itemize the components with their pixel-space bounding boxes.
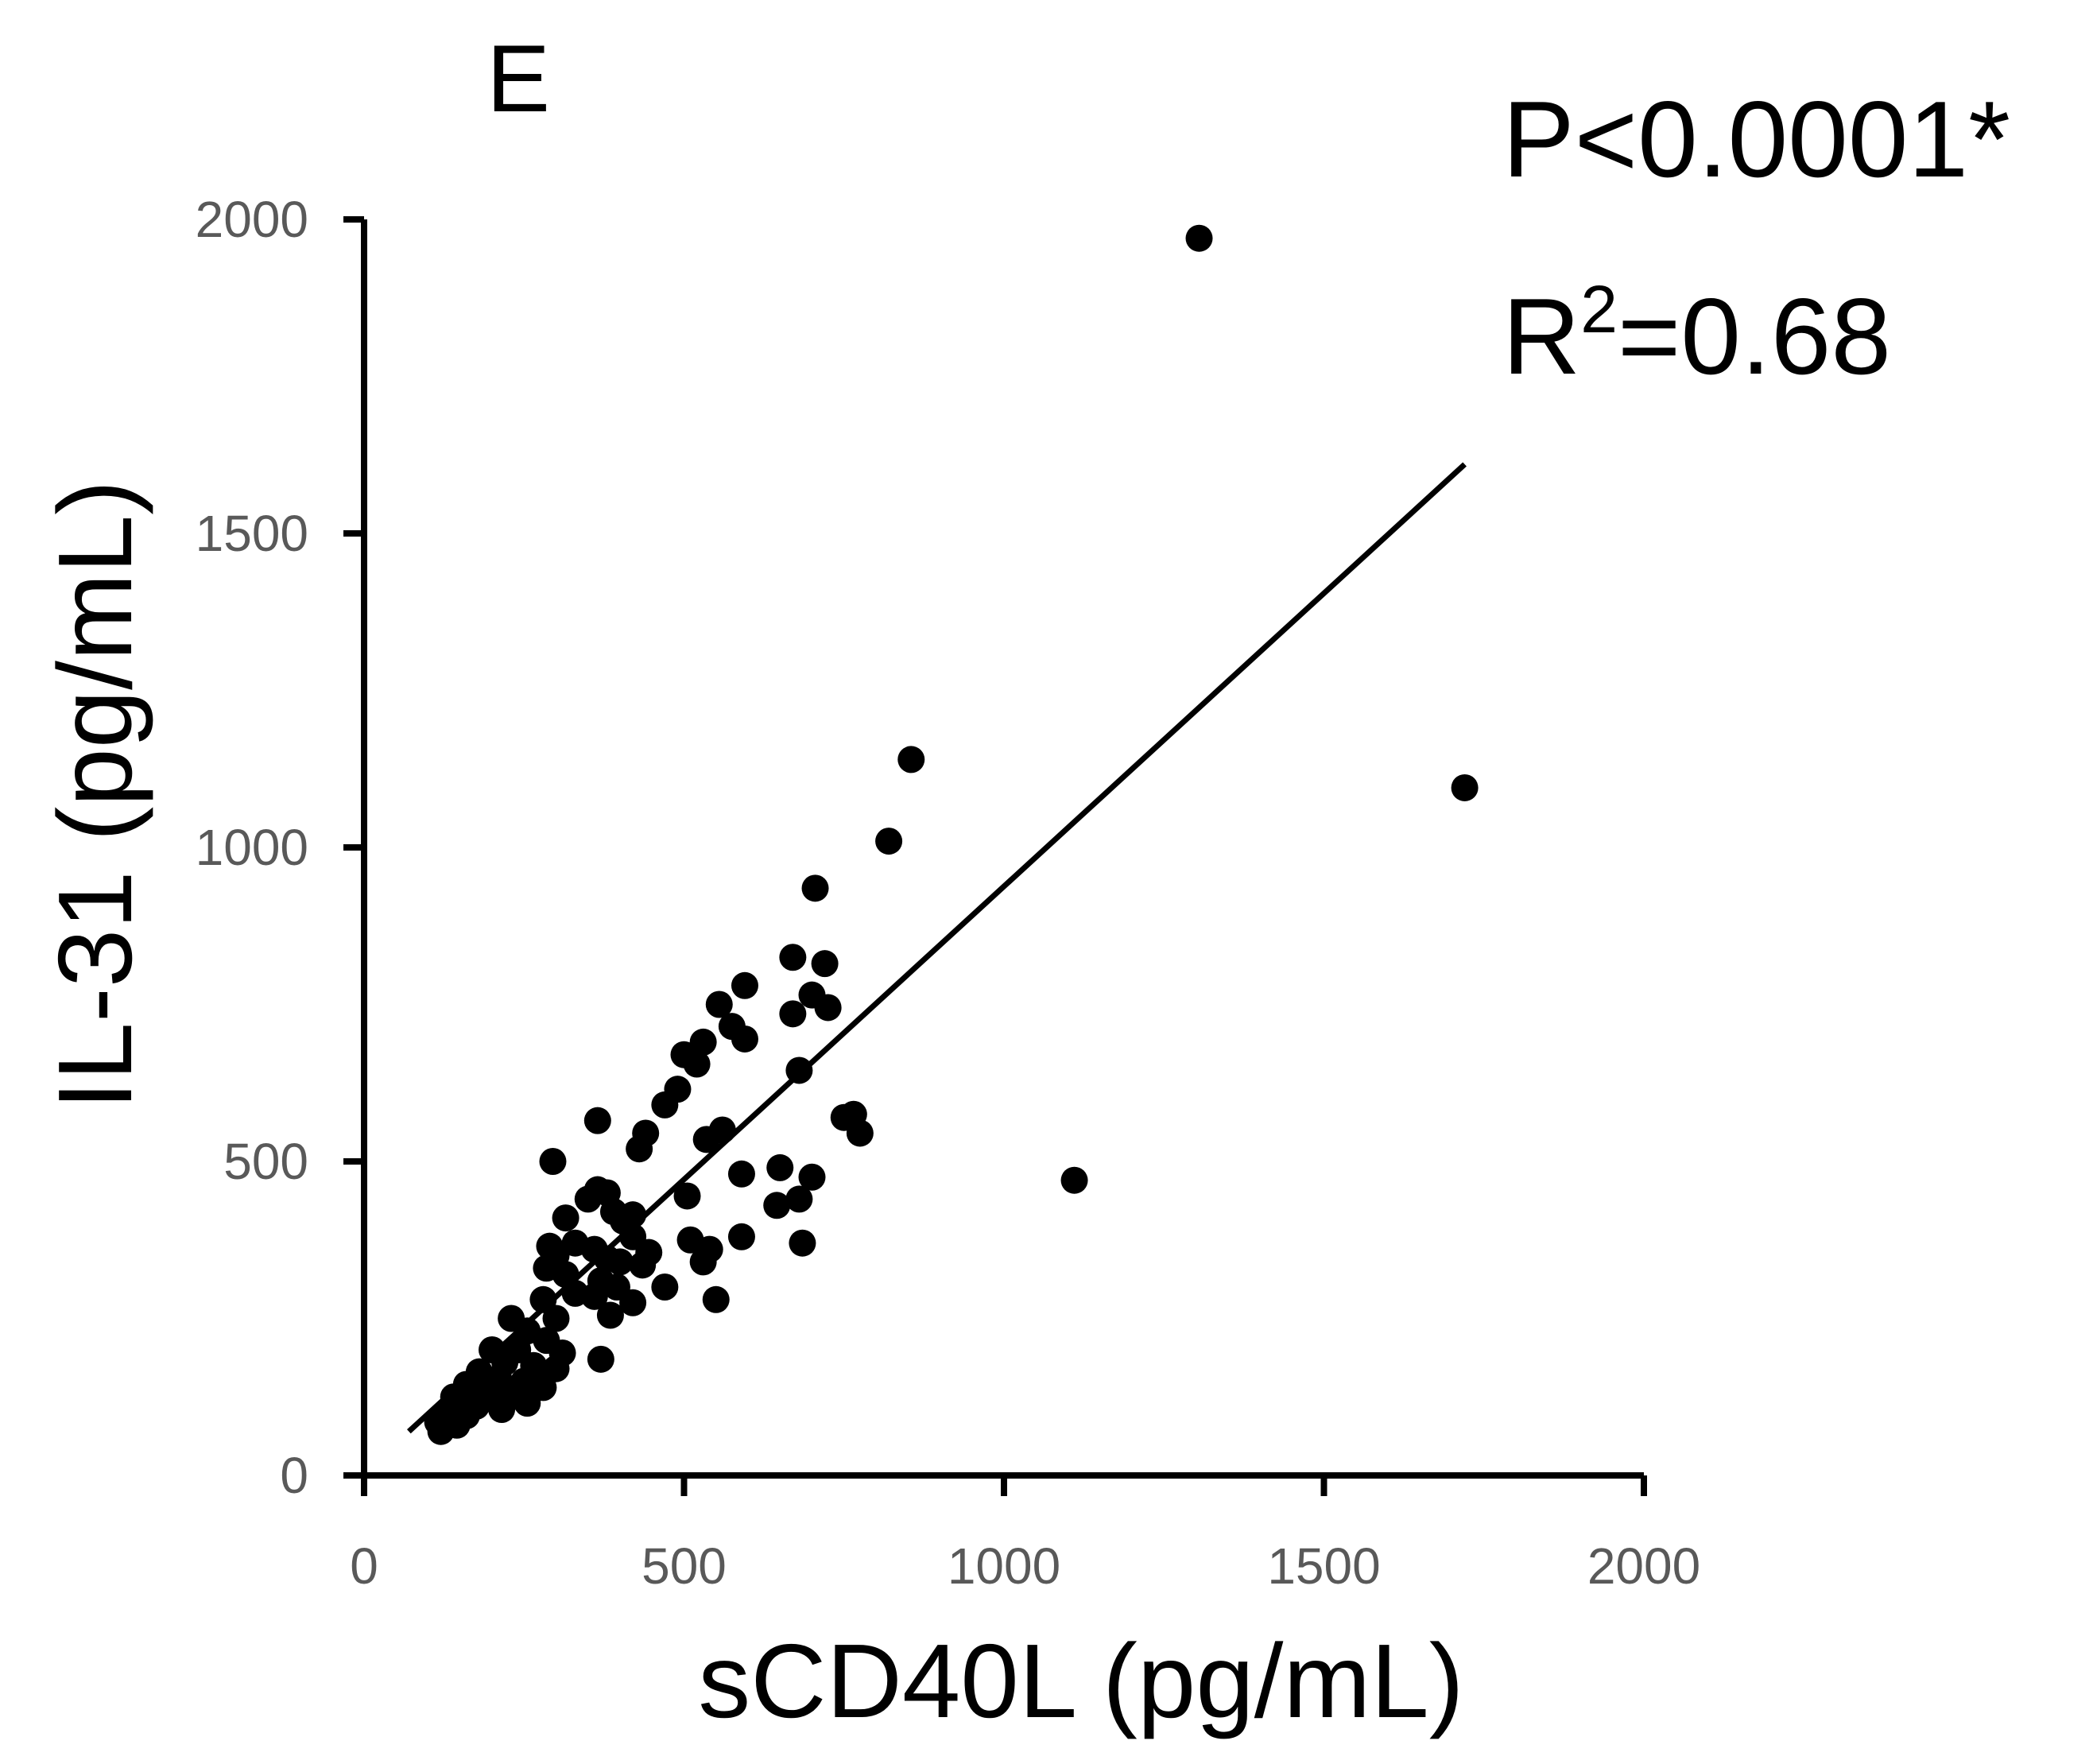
- data-point: [731, 971, 758, 999]
- data-point: [1060, 1166, 1088, 1194]
- x-ticks: 0 500 1000 1500 2000: [350, 1475, 1700, 1595]
- data-point: [1451, 773, 1479, 801]
- data-point: [607, 1248, 634, 1276]
- y-axis-title: IL-31 (pg/mL): [37, 480, 153, 1110]
- data-point: [702, 1285, 730, 1313]
- data-point: [427, 1417, 455, 1445]
- data-point: [626, 1135, 653, 1163]
- p-value-annotation: P<0.0001*: [1502, 79, 2010, 200]
- regression-line: [406, 462, 1467, 1434]
- y-tick-label: 500: [223, 1133, 308, 1190]
- data-point: [731, 1025, 758, 1053]
- y-tick-label: 1500: [196, 505, 308, 562]
- panel-label: E: [486, 25, 550, 132]
- x-tick-label: 2000: [1587, 1537, 1700, 1595]
- y-tick-label: 0: [280, 1447, 308, 1504]
- data-point: [814, 994, 842, 1022]
- data-point: [875, 828, 903, 855]
- data-point: [651, 1274, 679, 1301]
- data-point: [539, 1148, 567, 1175]
- data-point: [801, 874, 829, 902]
- data-point: [692, 1126, 720, 1153]
- data-point: [596, 1301, 624, 1329]
- data-point: [542, 1305, 570, 1332]
- y-ticks: 0 500 1000 1500 2000: [196, 191, 364, 1504]
- data-point: [766, 1153, 794, 1181]
- data-point: [619, 1289, 647, 1316]
- x-tick-label: 0: [350, 1537, 378, 1595]
- r-squared-prefix: R: [1502, 276, 1580, 397]
- data-point: [488, 1396, 516, 1424]
- data-point: [629, 1251, 657, 1279]
- data-point: [580, 1282, 608, 1310]
- data-point: [689, 1028, 717, 1056]
- data-point: [846, 1119, 874, 1147]
- data-point: [587, 1345, 614, 1373]
- data-point: [785, 1185, 813, 1213]
- data-point: [1185, 224, 1213, 252]
- data-point: [789, 1229, 816, 1257]
- r-squared-superscript: 2: [1580, 272, 1618, 347]
- x-axis-title: sCD40L (pg/mL): [698, 1622, 1463, 1739]
- data-point: [779, 1000, 807, 1028]
- data-point: [763, 1192, 791, 1219]
- data-point: [727, 1223, 755, 1250]
- data-point: [798, 1163, 826, 1191]
- data-points: [424, 224, 1479, 1445]
- data-point: [779, 944, 807, 971]
- data-point: [651, 1091, 679, 1118]
- x-tick-label: 1500: [1267, 1537, 1380, 1595]
- r-squared-value: =0.68: [1618, 276, 1891, 397]
- regression-group: [406, 462, 1467, 1434]
- data-point: [811, 950, 839, 978]
- data-point: [727, 1160, 755, 1188]
- data-point: [683, 1050, 711, 1078]
- data-point: [689, 1248, 717, 1276]
- r-squared-annotation: R2=0.68: [1502, 272, 1891, 397]
- y-tick-label: 2000: [196, 191, 308, 248]
- data-point: [552, 1204, 579, 1232]
- x-tick-label: 1000: [948, 1537, 1060, 1595]
- x-tick-label: 500: [641, 1537, 727, 1595]
- data-point: [785, 1056, 813, 1084]
- data-point: [574, 1185, 602, 1213]
- data-point: [673, 1182, 701, 1210]
- data-point: [583, 1107, 611, 1134]
- y-tick-label: 1000: [196, 819, 308, 876]
- data-point: [705, 991, 733, 1018]
- data-point: [897, 746, 925, 773]
- data-point: [514, 1390, 541, 1417]
